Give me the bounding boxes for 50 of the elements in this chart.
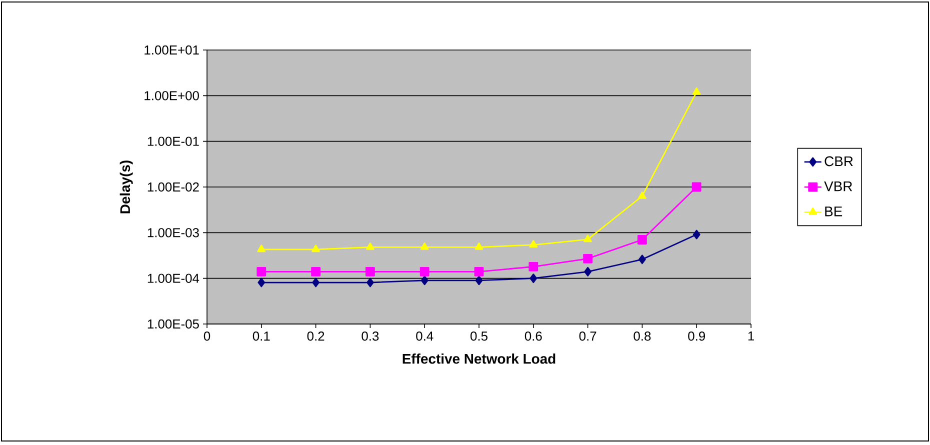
- x-tick-label: 0: [204, 332, 210, 341]
- y-tick-label: 1.00E-04: [148, 274, 200, 283]
- point: [474, 266, 484, 276]
- x-tick-label: 0.4: [416, 332, 434, 341]
- y-axis-title: Delay(s): [120, 160, 133, 214]
- y-tick-label: 1.00E+00: [144, 91, 199, 100]
- point: [474, 242, 484, 250]
- x-tick-label: 1: [748, 332, 754, 340]
- point: [584, 234, 592, 242]
- point: [583, 254, 593, 264]
- legend-label: VBR: [824, 182, 852, 192]
- point: [692, 182, 702, 192]
- point: [638, 191, 646, 199]
- point: [312, 244, 320, 252]
- point: [366, 278, 374, 288]
- x-tick-label: 0.8: [634, 332, 651, 341]
- point: [420, 266, 430, 276]
- point: [692, 87, 701, 95]
- point: [529, 240, 538, 248]
- point: [638, 235, 647, 244]
- x-tick-label: 0.7: [579, 332, 596, 341]
- point: [528, 262, 538, 272]
- x-tick-label: 0.6: [524, 332, 542, 341]
- x-axis-title: Effective Network Load: [402, 354, 556, 364]
- point: [366, 266, 375, 276]
- y-tick-label: 1.00E-01: [148, 136, 199, 146]
- point: [257, 244, 266, 252]
- x-tick-label: 0.9: [688, 332, 705, 341]
- legend-label: BE: [825, 206, 842, 216]
- legend-label: CBR: [824, 156, 853, 166]
- point: [584, 266, 592, 276]
- x-tick-label: 0.5: [470, 332, 488, 341]
- point: [420, 242, 429, 250]
- x-tick-label: 0.2: [307, 332, 324, 341]
- point: [311, 266, 321, 276]
- x-tick-label: 0.1: [252, 332, 270, 341]
- y-tick-label: 1.00E-05: [148, 319, 199, 329]
- y-tick-label: 1.00E-02: [148, 182, 199, 192]
- point: [638, 254, 646, 264]
- x-tick-label: 0.3: [362, 332, 379, 341]
- point: [366, 242, 374, 250]
- point: [475, 276, 483, 286]
- y-tick-label: 1.00E+01: [144, 45, 199, 55]
- point: [420, 276, 428, 286]
- point: [692, 230, 700, 240]
- point: [256, 266, 266, 276]
- point: [258, 278, 266, 288]
- y-tick-label: 1.00E-03: [148, 228, 199, 238]
- point: [312, 278, 320, 288]
- point: [530, 274, 538, 284]
